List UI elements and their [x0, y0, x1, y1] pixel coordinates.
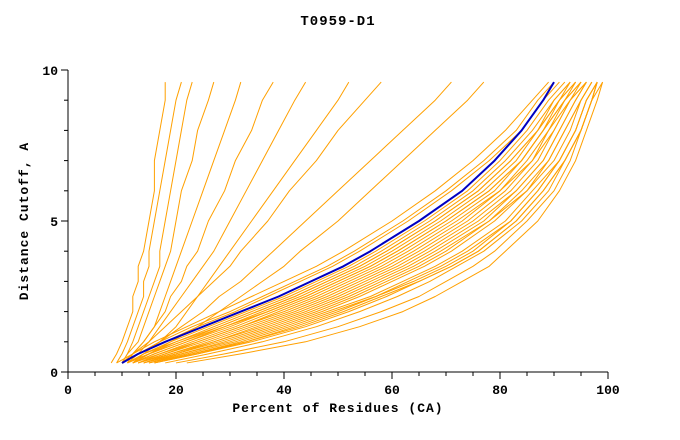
- model-curve: [175, 81, 598, 364]
- model-curve: [138, 81, 587, 364]
- model-curve: [143, 81, 587, 364]
- model-curve: [121, 81, 193, 364]
- model-curve: [132, 81, 485, 364]
- model-curve: [110, 82, 166, 364]
- model-curve: [143, 81, 593, 364]
- x-tick-label: 100: [596, 383, 620, 398]
- model-curve: [132, 81, 577, 364]
- x-tick-label: 80: [492, 383, 508, 398]
- y-tick-label: 5: [50, 215, 58, 230]
- model-curve: [138, 81, 582, 364]
- x-tick-label: 60: [384, 383, 400, 398]
- model-curve: [186, 81, 604, 364]
- model-curve: [154, 81, 598, 364]
- model-curve: [132, 81, 576, 364]
- y-tick-label: 10: [42, 64, 58, 79]
- model-curve: [148, 81, 593, 364]
- model-curve: [121, 81, 555, 364]
- y-tick-label: 0: [50, 366, 58, 381]
- model-curve: [127, 81, 307, 364]
- model-curve: [154, 81, 604, 364]
- model-curve: [121, 81, 560, 364]
- model-curve: [121, 81, 549, 364]
- x-tick-label: 0: [64, 383, 72, 398]
- model-curve: [127, 81, 566, 364]
- model-curve: [127, 81, 571, 364]
- model-curve: [116, 81, 382, 364]
- model-curve: [121, 81, 452, 364]
- reference-curve: [121, 81, 555, 364]
- model-curve: [165, 81, 598, 364]
- chart-title: T0959-D1: [300, 14, 376, 30]
- model-curve: [127, 81, 571, 364]
- model-curve: [143, 81, 587, 364]
- x-axis-label: Percent of Residues (CA): [232, 401, 444, 416]
- model-curve: [121, 81, 215, 364]
- model-curve: [116, 81, 182, 364]
- model-curve: [143, 81, 593, 364]
- x-tick-label: 20: [168, 383, 184, 398]
- x-tick-label: 40: [276, 383, 292, 398]
- model-curve: [121, 81, 274, 364]
